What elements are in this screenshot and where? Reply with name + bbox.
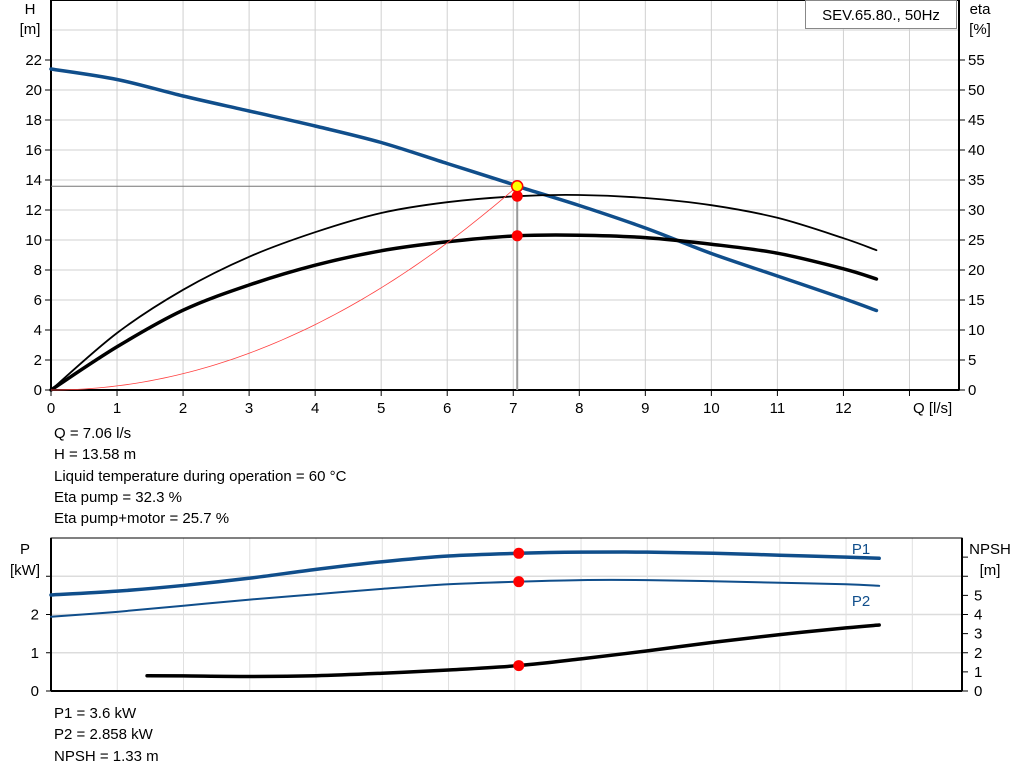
system-curve xyxy=(50,185,518,391)
duty-point xyxy=(510,180,524,193)
y-right-tick-label: 0 xyxy=(974,683,982,700)
power-info: P1 = 3.6 kW P2 = 2.858 kW NPSH = 1.33 m xyxy=(54,703,159,767)
y-right-tick-label: 1 xyxy=(974,664,982,681)
x-tick-label: 6 xyxy=(443,400,451,417)
y-left-tick-label: 0 xyxy=(31,683,39,700)
y-left-tick-label: 0 xyxy=(34,382,42,399)
x-tick-label: 0 xyxy=(47,400,55,417)
y-left-tick-label: 4 xyxy=(34,322,42,339)
legend-box xyxy=(805,0,957,29)
y-left-tick-label: 2 xyxy=(34,352,42,369)
y-left-tick-label: 2 xyxy=(31,607,39,624)
p2-label: P2 xyxy=(852,593,870,610)
npsh-point xyxy=(513,660,525,672)
y-left-tick-label: 22 xyxy=(25,52,42,69)
y-right-tick-label: 20 xyxy=(968,262,985,279)
chart-title: SEV.65.80., 50Hz xyxy=(822,7,940,24)
y-right-tick-label: 5 xyxy=(974,587,982,604)
info-h: H = 13.58 m xyxy=(54,446,137,464)
y-right-tick-label: 15 xyxy=(968,292,985,309)
y-right-tick-label: 40 xyxy=(968,142,985,159)
x-tick-label: 10 xyxy=(703,400,720,417)
npsh-curve xyxy=(145,623,881,679)
y-left-tick-label: 18 xyxy=(25,112,42,129)
info-q: Q = 7.06 l/s xyxy=(54,425,132,442)
y-right-tick-label: 50 xyxy=(968,82,985,99)
y-right-tick-label: 35 xyxy=(968,172,985,189)
y-right-label: eta xyxy=(970,1,992,18)
y-right-tick-label: 25 xyxy=(968,232,985,249)
eta-pump-motor-point xyxy=(511,230,523,242)
x-tick-label: 5 xyxy=(377,400,385,417)
y-left-unit: [m] xyxy=(20,21,41,38)
y-right-tick-label: 0 xyxy=(968,382,976,399)
x-tick-label: 11 xyxy=(770,400,786,417)
H-curve xyxy=(49,67,879,313)
y-right-tick-label: 55 xyxy=(968,52,985,69)
x-tick-label: 7 xyxy=(509,400,517,417)
x-tick-label: 1 xyxy=(113,400,121,417)
x-axis-label: Q [l/s] xyxy=(913,400,952,417)
y-right-unit: [%] xyxy=(969,21,991,38)
y-left-tick-label: 20 xyxy=(25,82,42,99)
y-right-tick-label: 5 xyxy=(968,352,976,369)
x-tick-label: 12 xyxy=(835,400,852,417)
y-right-tick-label: 4 xyxy=(974,607,982,624)
eta_pump-curve xyxy=(50,193,878,391)
p1-curve xyxy=(49,550,881,597)
y-left-tick-label: 6 xyxy=(34,292,42,309)
info-npsh: NPSH = 1.33 m xyxy=(54,747,159,765)
x-tick-label: 4 xyxy=(311,400,319,417)
x-tick-label: 3 xyxy=(245,400,253,417)
y-left-tick-label: 14 xyxy=(25,172,42,189)
info-eta-pump-motor: Eta pump+motor = 25.7 % xyxy=(54,510,230,528)
duty-point-info: Q = 7.06 l/s H = 13.58 m Liquid temperat… xyxy=(54,423,346,529)
y-right-tick-label: 10 xyxy=(968,322,985,339)
info-p2: P2 = 2.858 kW xyxy=(54,726,153,744)
y-right-tick-label: 3 xyxy=(974,626,982,643)
eta_pump_motor-curve xyxy=(49,233,879,392)
y-right-unit: [m] xyxy=(980,562,1001,579)
y-right-tick-label: 30 xyxy=(968,202,985,219)
info-p1: P1 = 3.6 kW xyxy=(54,705,137,722)
x-tick-label: 2 xyxy=(179,400,187,417)
p1-label: P1 xyxy=(852,541,870,558)
x-tick-label: 9 xyxy=(641,400,649,417)
y-left-unit: [kW] xyxy=(10,562,40,579)
y-left-tick-label: 12 xyxy=(25,202,42,219)
p2-point xyxy=(513,576,525,588)
p2-curve xyxy=(50,578,881,618)
y-right-tick-label: 45 xyxy=(968,112,985,129)
eta-pump-point xyxy=(511,190,523,202)
info-eta-pump: Eta pump = 32.3 % xyxy=(54,488,182,506)
y-left-tick-label: 1 xyxy=(31,645,39,662)
p1-point xyxy=(513,547,525,559)
y-left-label: P xyxy=(20,541,30,558)
y-left-tick-label: 10 xyxy=(25,232,42,249)
y-left-label: H xyxy=(25,1,36,18)
y-right-tick-label: 2 xyxy=(974,645,982,662)
info-liquid-temp: Liquid temperature during operation = 60… xyxy=(54,467,347,485)
y-left-tick-label: 16 xyxy=(25,142,42,159)
y-left-tick-label: 8 xyxy=(34,262,42,279)
plot-border xyxy=(50,0,960,391)
y-right-label: NPSH xyxy=(969,541,1011,558)
x-tick-label: 8 xyxy=(575,400,583,417)
